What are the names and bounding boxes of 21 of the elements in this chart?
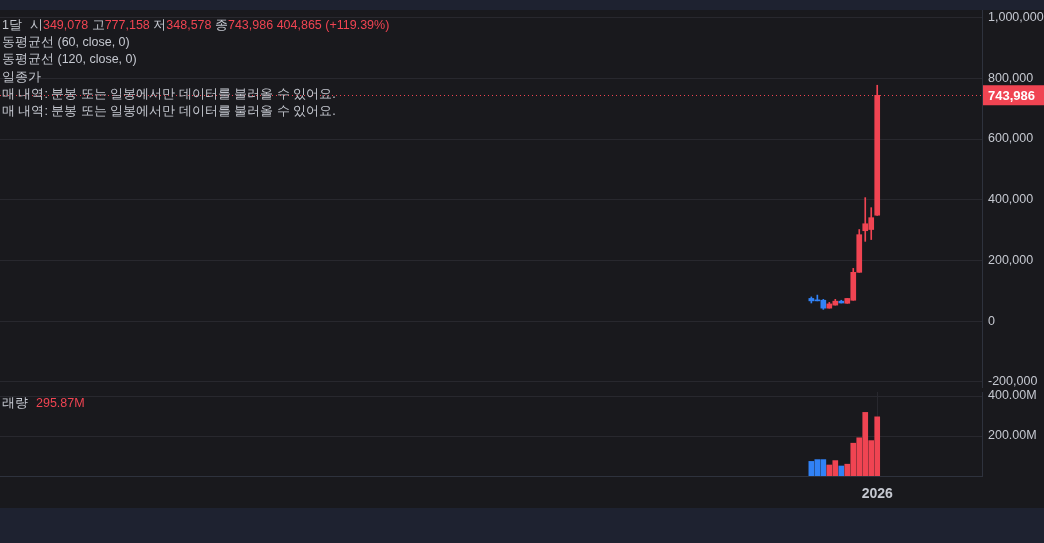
- y-tick-label: 400.00M: [988, 388, 1037, 403]
- y-tick-label: 400,000: [988, 192, 1034, 207]
- annotation: 동평균선 (60, close, 0): [2, 34, 131, 52]
- y-tick-label: 1,000,000: [988, 10, 1044, 25]
- annotation: 시349,078 고777,158 저348,578 종743,986 404,865 (+119.39%): [29, 18, 390, 32]
- annotation: 295.87M: [36, 396, 85, 410]
- y-tick-label: 0: [988, 313, 995, 328]
- annotation: 매 내역: 분봉 또는 일봉에서만 데이터를 불러올 수 있어요.: [2, 103, 337, 120]
- y-tick-label: -200,000: [988, 374, 1038, 389]
- annotation: 동평균선 (120, close, 0): [2, 51, 138, 69]
- bar: [838, 465, 845, 476]
- annotation: 매 내역: 분봉 또는 일봉에서만 데이터를 불러올 수 있어요.: [2, 85, 337, 103]
- y-tick-label: 200,000: [988, 252, 1034, 267]
- annotation: 일종가: [2, 68, 42, 86]
- y-tick-label: 200.00M: [988, 428, 1037, 443]
- chart-title: 래량: [2, 396, 28, 410]
- y-tick-label: 800,000: [988, 70, 1034, 85]
- y-tick-label: 600,000: [988, 131, 1034, 146]
- text: 1달: [2, 18, 22, 32]
- ref-line-label: 743,986: [988, 87, 1035, 103]
- x-tick-label: 2026: [861, 485, 893, 502]
